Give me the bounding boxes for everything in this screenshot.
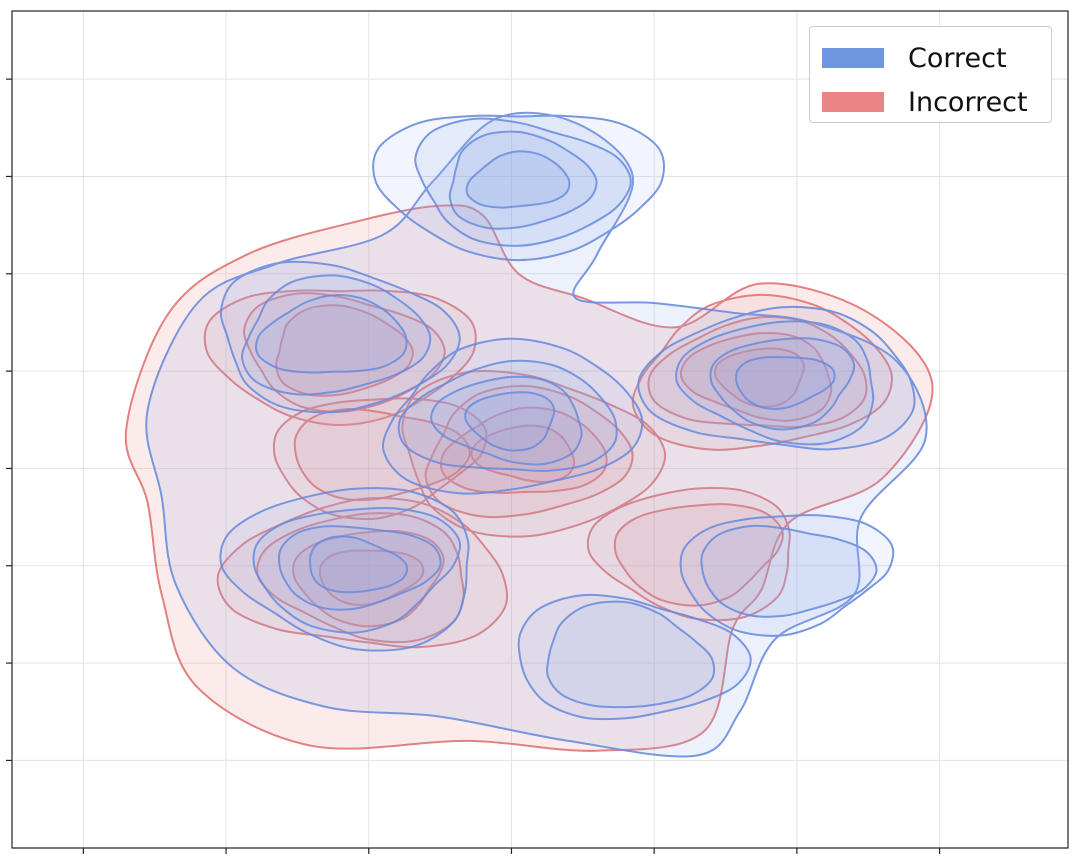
legend-label-incorrect: Incorrect xyxy=(908,86,1028,118)
correct-contour-mode-5-level-1 xyxy=(700,524,878,618)
plot-frame xyxy=(11,10,1069,849)
legend-label-correct: Correct xyxy=(908,42,1007,74)
axis-ticks xyxy=(6,78,941,854)
legend-item-correct: Correct xyxy=(822,41,1007,75)
correct-contour-mode-2-level-1 xyxy=(397,359,618,472)
correct-contour-mode-4-level-2 xyxy=(277,525,442,611)
legend-swatch-incorrect xyxy=(822,92,884,112)
correct-contour-mode-1-level-0 xyxy=(219,260,461,414)
correct-contour-mode-0-level-2 xyxy=(448,130,598,230)
incorrect-contour-mode-2-level-1 xyxy=(647,316,868,429)
plot-background xyxy=(12,11,1068,848)
correct-contour-mode-5-level-0 xyxy=(679,514,895,637)
incorrect-contour-mode-3-level-0 xyxy=(216,497,509,649)
correct-contour-mode-6-level-1 xyxy=(546,600,716,709)
incorrect-contour-mode-5-level-1 xyxy=(293,407,471,501)
correct-contour-mode-2-level-3 xyxy=(464,391,556,452)
correct-contour-mode-3-level-0 xyxy=(637,305,916,451)
correct-contour-mode-6-level-0 xyxy=(517,593,752,721)
correct-contour-mode-0-level-3 xyxy=(465,150,571,209)
incorrect-contour-mode-2-level-3 xyxy=(713,347,806,408)
correct-contour-mode-0-level-1 xyxy=(414,117,632,247)
correct-contour-mode-4-level-3 xyxy=(308,535,409,594)
correct-contour-mode-1-level-2 xyxy=(255,294,408,374)
legend: Correct Incorrect xyxy=(809,26,1052,123)
legend-item-incorrect: Incorrect xyxy=(822,85,1028,119)
incorrect-contour-mode-4-level-1 xyxy=(613,503,784,607)
legend-swatch-correct xyxy=(822,48,884,68)
correct-contour-mode-3-level-3 xyxy=(735,355,836,410)
correct-contour-mode-4-level-0 xyxy=(219,487,470,652)
correct-contour-mode-2-level-2 xyxy=(430,375,583,466)
series-correct xyxy=(145,111,928,758)
correct-contour-mode-3-level-1 xyxy=(675,320,875,446)
correct-contour-mode-1-level-1 xyxy=(241,274,432,396)
